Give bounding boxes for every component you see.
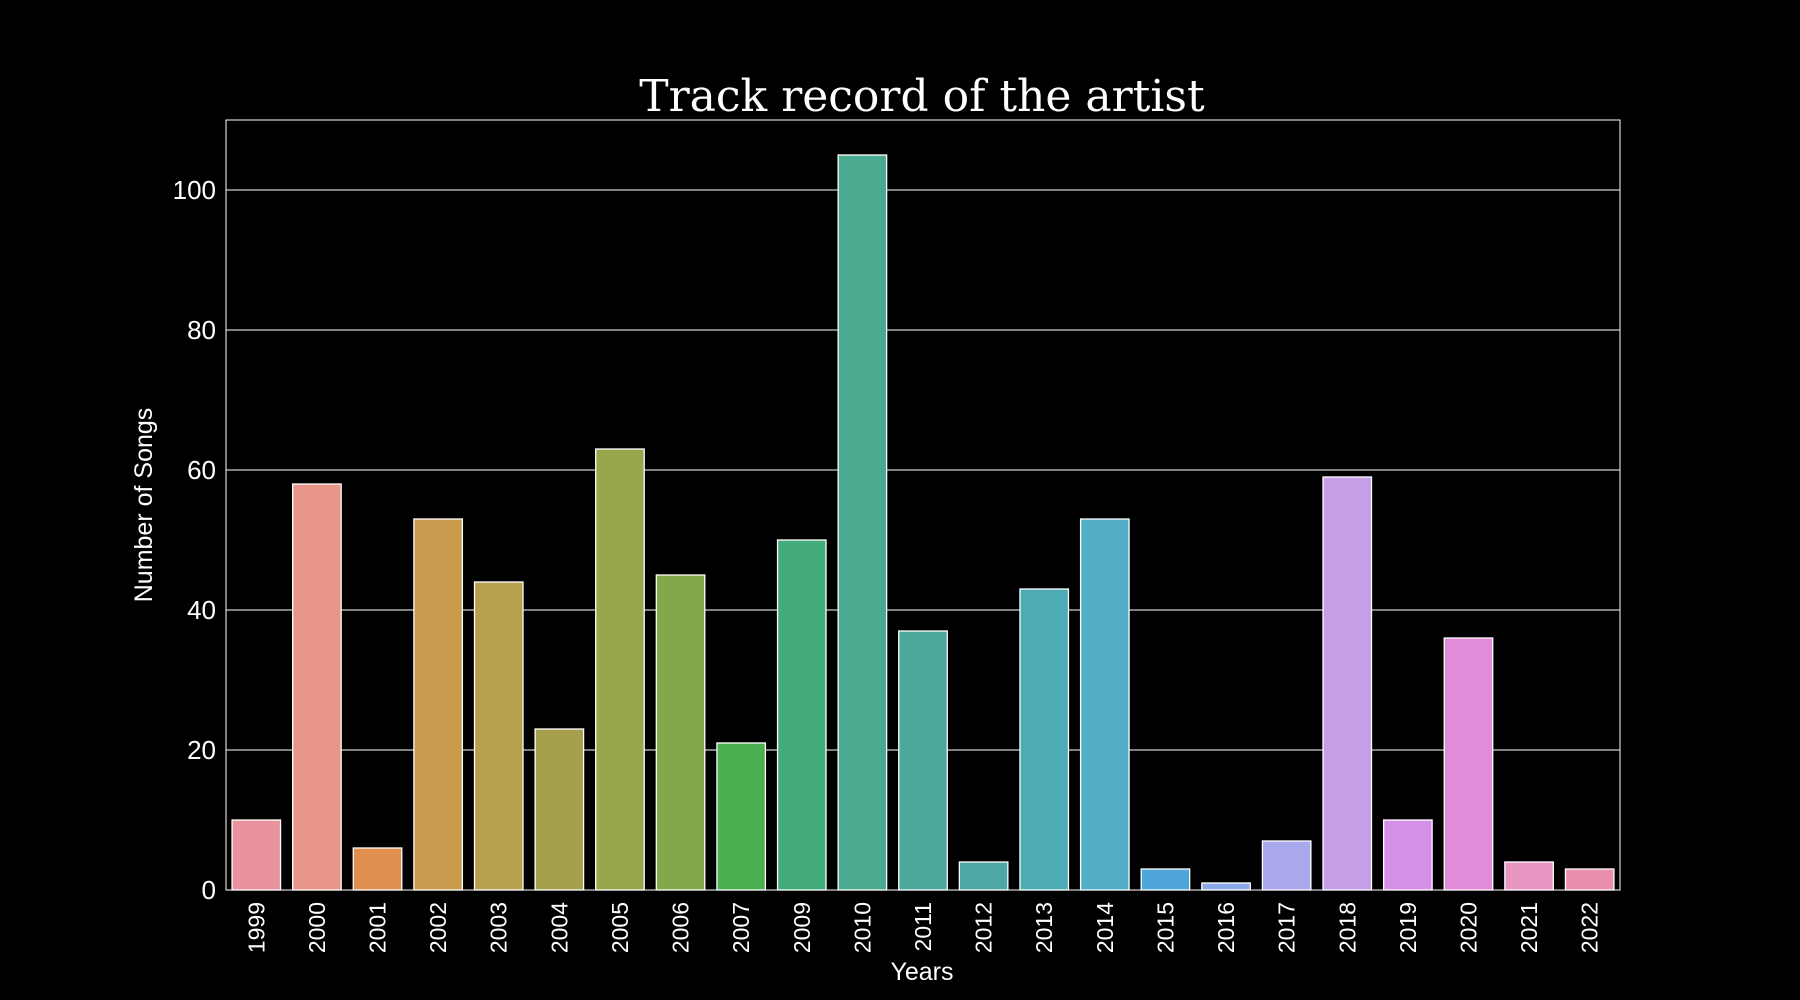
- x-tick-label: 2005: [607, 902, 633, 953]
- bar-2001: [352, 847, 403, 891]
- bar-2004: [534, 728, 585, 891]
- bar-2011: [898, 630, 948, 891]
- x-tick-label: 2019: [1395, 902, 1421, 953]
- x-tick-label: 2015: [1152, 902, 1178, 953]
- x-tick-label: 2021: [1516, 902, 1542, 953]
- x-tick-label: 2010: [849, 902, 875, 953]
- bar-2014: [1079, 518, 1130, 891]
- x-tick-label: 2012: [971, 902, 997, 953]
- y-tick-label: 60: [187, 455, 216, 485]
- plot-frame: [225, 119, 1621, 891]
- x-tick-layer: 1999 2000 2001 2002 2003 2004 2005 2006 2007 2009…: [243, 902, 1602, 953]
- x-tick-label: 2014: [1092, 902, 1118, 953]
- bar-2003: [473, 581, 524, 891]
- bar-2012: [958, 861, 1009, 891]
- y-tick-label: 100: [173, 175, 216, 205]
- x-tick-label: 2002: [425, 902, 451, 953]
- x-tick-label: 2011: [910, 902, 936, 951]
- bar-2007: [716, 742, 767, 891]
- x-tick-label: 2004: [546, 902, 572, 953]
- bar-1999: [231, 819, 282, 891]
- bar-2013: [1019, 588, 1070, 891]
- bar-2009: [776, 539, 827, 891]
- bar-2000: [292, 483, 342, 891]
- bar-2002: [413, 518, 464, 891]
- y-tick-label: 40: [187, 595, 216, 625]
- bar-2021: [1504, 861, 1554, 891]
- x-tick-label: 2009: [789, 902, 815, 953]
- x-tick-label: 2016: [1213, 902, 1239, 953]
- x-tick-label: 2022: [1577, 902, 1603, 953]
- bar-2015: [1140, 868, 1191, 891]
- x-tick-label: 2003: [486, 902, 512, 953]
- chart-title: Track record of the artist: [639, 71, 1205, 122]
- bar-2010: [837, 154, 888, 891]
- y-tick-layer: 0 20 40 60 80 100: [173, 175, 216, 905]
- bar-2019: [1382, 819, 1433, 891]
- y-tick-label: 0: [202, 875, 216, 905]
- x-axis-label: Years: [890, 958, 953, 986]
- x-tick-label: 2017: [1274, 902, 1300, 953]
- bar-layer: [231, 154, 1615, 891]
- x-tick-label: 2020: [1455, 902, 1481, 953]
- bar-2005: [595, 448, 645, 891]
- bar-2022: [1564, 868, 1615, 891]
- y-tick-label: 20: [187, 735, 216, 765]
- bar-2020: [1443, 637, 1494, 891]
- x-tick-label: 2006: [668, 902, 694, 953]
- x-tick-label: 2013: [1031, 902, 1057, 953]
- x-tick-label: 2000: [304, 902, 330, 953]
- y-tick-label: 80: [187, 315, 216, 345]
- y-axis-label: Number of Songs: [130, 408, 158, 603]
- x-tick-label: 2001: [365, 902, 391, 953]
- bar-2018: [1322, 476, 1373, 891]
- bar-2017: [1261, 840, 1312, 891]
- x-tick-label: 1999: [243, 902, 269, 953]
- bar-2006: [655, 574, 706, 891]
- x-tick-label: 2018: [1334, 902, 1360, 953]
- x-tick-label: 2007: [728, 902, 754, 953]
- bar-2016: [1201, 882, 1251, 891]
